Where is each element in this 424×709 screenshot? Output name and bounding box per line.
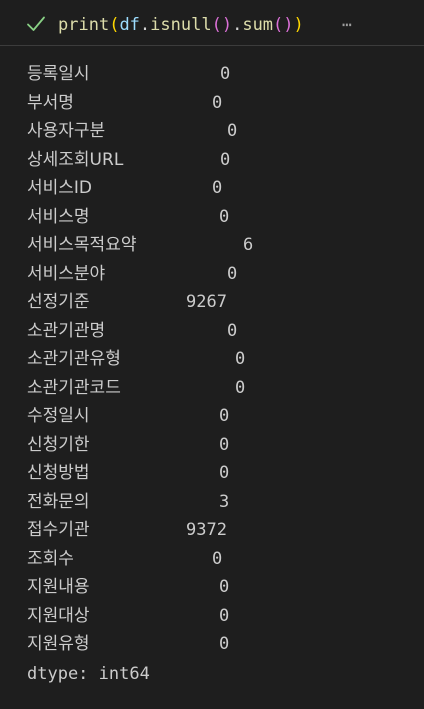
column-name: 상세조회URL: [27, 149, 124, 170]
output-row: 서비스ID 0: [0, 174, 424, 203]
column-name: 조회수: [27, 548, 74, 569]
null-count: 9267: [186, 292, 227, 312]
column-name: 서비스명: [27, 206, 90, 227]
null-count: 0: [212, 548, 223, 569]
code-line[interactable]: print(df.isnull().sum()): [58, 13, 304, 37]
null-count: 0: [220, 149, 231, 170]
column-name: 소관기관유형: [27, 349, 121, 369]
output-row: 서비스분야 0: [0, 260, 424, 289]
output-row: 사용자구분 0: [0, 117, 424, 146]
output-row: 소관기관유형 0: [0, 345, 424, 374]
column-name: 소관기관코드: [27, 377, 121, 398]
column-name: 부서명: [27, 92, 74, 113]
column-name: 지원대상: [27, 605, 90, 626]
output-row: 지원대상 0: [0, 602, 424, 631]
column-name: 수정일시: [27, 406, 90, 426]
code-method-isnull: isnull: [150, 15, 212, 35]
column-name: 사용자구분: [27, 121, 106, 141]
code-call-parens: (): [211, 15, 233, 35]
output-row: 부서명 0: [0, 89, 424, 118]
output-row: 서비스명 0: [0, 203, 424, 232]
output-row: 소관기관코드 0: [0, 374, 424, 403]
output-row: 지원유형 0: [0, 630, 424, 659]
cell-header: print(df.isnull().sum()) ⋯: [0, 0, 424, 46]
null-count: 0: [227, 121, 238, 141]
cell-output: 등록일시 0 부서명 0 사용자구분 0 상세조회URL 0 서비스ID 0 서비스명 0 서비스목적요…: [0, 60, 424, 659]
dtype-line: dtype: int64: [27, 664, 150, 684]
column-name: 전화문의: [27, 491, 90, 512]
output-row: 접수기관 9372: [0, 516, 424, 545]
null-count: 9372: [186, 520, 227, 540]
column-name: 서비스목적요약: [27, 235, 137, 255]
output-row: 신청기한 0: [0, 431, 424, 460]
code-call-parens: (): [273, 15, 294, 35]
output-row: 등록일시 0: [0, 60, 424, 89]
code-dot: .: [232, 15, 243, 35]
null-count: 0: [227, 320, 238, 341]
column-name: 신청기한: [27, 434, 90, 455]
ellipsis-icon[interactable]: ⋯: [342, 15, 353, 34]
null-count: 3: [219, 491, 230, 512]
column-name: 신청방법: [27, 463, 90, 483]
null-count: 0: [219, 463, 230, 483]
output-row: 소관기관명 0: [0, 317, 424, 346]
column-name: 지원유형: [27, 634, 90, 654]
null-count: 0: [227, 263, 238, 284]
output-row: 전화문의 3: [0, 488, 424, 517]
code-dot: .: [139, 15, 151, 35]
null-count: 0: [219, 406, 230, 426]
output-row: 상세조회URL 0: [0, 146, 424, 175]
output-row: 수정일시 0: [0, 402, 424, 431]
output-row: 신청방법 0: [0, 459, 424, 488]
code-paren-close: ): [293, 15, 304, 35]
check-icon: [27, 16, 45, 31]
null-count: 6: [243, 235, 254, 255]
column-name: 접수기관: [27, 520, 90, 540]
null-count: 0: [212, 178, 223, 198]
code-paren-open: (: [109, 15, 120, 35]
null-count: 0: [235, 349, 246, 369]
code-var: df: [119, 15, 140, 35]
column-name: 서비스분야: [27, 263, 106, 284]
null-count: 0: [220, 64, 231, 84]
null-count: 0: [212, 92, 223, 113]
null-count: 0: [219, 577, 230, 597]
output-row: 지원내용 0: [0, 573, 424, 602]
output-row: 조회수 0: [0, 545, 424, 574]
output-row: 서비스목적요약 6: [0, 231, 424, 260]
null-count: 0: [219, 206, 230, 227]
null-count: 0: [219, 434, 230, 455]
code-method-sum: sum: [242, 15, 274, 35]
column-name: 서비스ID: [27, 178, 93, 198]
code-fn: print: [58, 15, 110, 35]
column-name: 소관기관명: [27, 320, 106, 341]
output-row: 선정기준 9267: [0, 288, 424, 317]
column-name: 등록일시: [27, 64, 90, 84]
null-count: 0: [235, 377, 246, 398]
null-count: 0: [219, 634, 230, 654]
column-name: 선정기준: [27, 292, 90, 312]
column-name: 지원내용: [27, 577, 90, 597]
null-count: 0: [219, 605, 230, 626]
